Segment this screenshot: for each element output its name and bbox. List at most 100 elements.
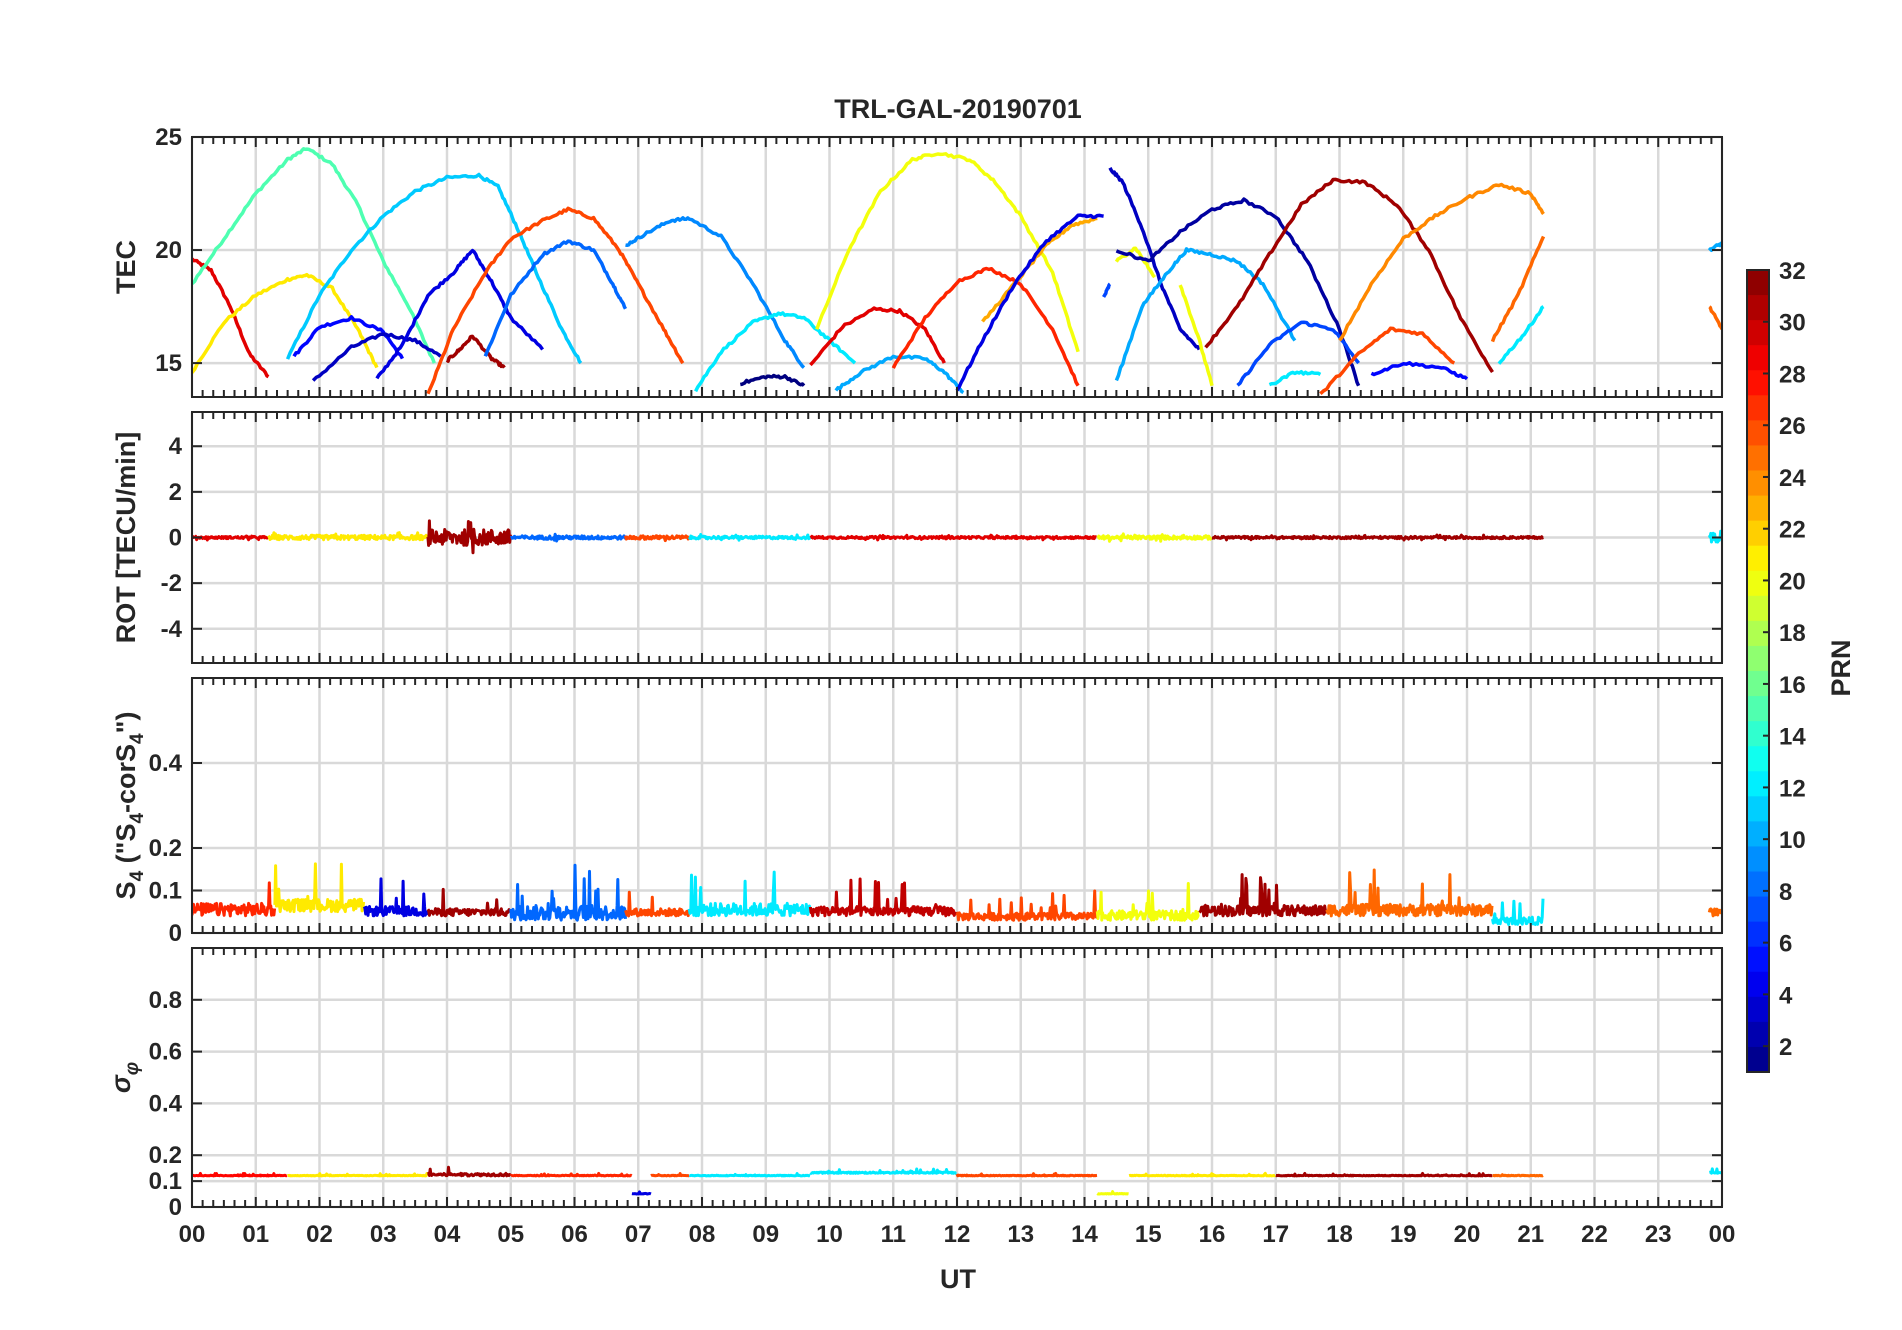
- chart-title: TRL-GAL-20190701: [834, 94, 1082, 124]
- colorbar-tick-label: 22: [1779, 517, 1806, 544]
- colorbar-swatch: [1747, 370, 1769, 396]
- series-line-prn-12: [687, 870, 812, 918]
- colorbar-tick-label: 26: [1779, 413, 1806, 440]
- colorbar-swatch: [1747, 971, 1769, 998]
- series-line-prn-12: [809, 1167, 958, 1175]
- series-line-prn-12: [1268, 369, 1322, 387]
- series-line-prn-4: [362, 877, 430, 918]
- series-line-prn-12: [688, 533, 812, 542]
- series-line-prn-25: [1491, 1173, 1544, 1178]
- x-tick-label: 07: [625, 1221, 652, 1248]
- colorbar-tick-label: 10: [1779, 827, 1806, 854]
- x-axis-label: UT: [940, 1264, 976, 1294]
- x-tick-label: 08: [689, 1221, 716, 1248]
- y-tick-label: 0: [169, 920, 182, 947]
- series-line-prn-20: [1096, 1190, 1130, 1196]
- colorbar-tick-label: 12: [1779, 775, 1806, 802]
- x-tick-label: 20: [1454, 1221, 1481, 1248]
- colorbar-swatch: [1747, 946, 1769, 973]
- series-line-prn-25: [1707, 907, 1722, 918]
- series-line-prn-27: [509, 1171, 633, 1178]
- series-line-prn-3: [311, 332, 442, 382]
- colorbar-swatch: [1747, 746, 1769, 772]
- series-line-prn-23: [981, 216, 1098, 323]
- colorbar-tick-label: 24: [1779, 465, 1806, 492]
- series-line-prn-29: [192, 534, 269, 542]
- series-line-prn-10: [1114, 247, 1297, 382]
- colorbar-tick-label: 16: [1779, 672, 1806, 699]
- colorbar-frame: [1746, 269, 1770, 1073]
- series-line-prn-20: [815, 152, 1080, 353]
- y-tick-label: 15: [155, 350, 182, 377]
- colorbar-swatch: [1747, 771, 1769, 797]
- x-tick-label: 13: [1007, 1221, 1034, 1248]
- series-line-prn-5: [1370, 361, 1469, 381]
- x-tick-label: 14: [1071, 1221, 1098, 1248]
- series-line-prn-26: [1319, 326, 1456, 395]
- colorbar-swatch: [1747, 595, 1769, 622]
- series-line-prn-31: [426, 1165, 512, 1178]
- colorbar-tick-label: 20: [1779, 568, 1806, 595]
- colorbar-swatch: [1747, 1021, 1769, 1048]
- series-line-prn-31: [1211, 533, 1544, 542]
- y-tick-label: 25: [155, 124, 182, 151]
- series-line-prn-12: [1708, 1167, 1722, 1175]
- colorbar-swatch: [1747, 821, 1769, 847]
- series-line-prn-26: [426, 206, 685, 395]
- colorbar-swatch: [1747, 270, 1769, 296]
- series-line-prn-28: [192, 1171, 288, 1178]
- colorbar-swatch: [1747, 520, 1769, 547]
- series-line-prn-20: [1095, 882, 1200, 922]
- series-line-prn-25: [1325, 868, 1494, 918]
- panel-1: 15 20 25 TEC: [111, 124, 1724, 398]
- colorbar-tick-label: 6: [1779, 931, 1792, 958]
- colorbar-tick-label: 18: [1779, 620, 1806, 647]
- series-group: [192, 1165, 1722, 1196]
- series-line-prn-10: [834, 354, 965, 395]
- x-tick-label: 04: [434, 1221, 461, 1248]
- x-tick-label: 09: [752, 1221, 779, 1248]
- y-tick-label: 4: [169, 433, 183, 460]
- x-tick-label: 19: [1390, 1221, 1417, 1248]
- colorbar-swatch: [1747, 495, 1769, 522]
- y-tick-label: 20: [155, 237, 182, 264]
- y-tick-label: -2: [161, 570, 182, 597]
- y-tick-label: 0.1: [149, 1168, 182, 1195]
- x-tick-label: 18: [1326, 1221, 1353, 1248]
- x-tick-label: 03: [370, 1221, 397, 1248]
- series-group: [192, 862, 1722, 926]
- series-group: [192, 519, 1722, 555]
- series-line-prn-31: [426, 519, 512, 555]
- series-line-prn-21: [273, 862, 366, 914]
- y-tick-label: -4: [161, 616, 183, 643]
- x-tick-label: 12: [944, 1221, 971, 1248]
- colorbar-swatch: [1747, 671, 1769, 697]
- y-tick-label: 0.6: [149, 1039, 182, 1066]
- colorbar-swatch: [1747, 996, 1769, 1023]
- series-line-prn-1: [739, 373, 806, 387]
- y-axis-label: ROT [TECU/min]: [111, 432, 141, 643]
- series-line-prn-20: [1178, 284, 1214, 387]
- series-line-prn-8: [509, 532, 627, 543]
- series-group: [192, 147, 1722, 395]
- series-line-prn-21: [286, 1172, 430, 1178]
- series-line-prn-15: [192, 147, 436, 364]
- series-line-prn-21: [267, 531, 429, 542]
- colorbar-swatch: [1747, 420, 1769, 446]
- x-tick-label: 16: [1199, 1221, 1226, 1248]
- colorbar-swatch: [1747, 395, 1769, 421]
- colorbar-swatch: [1747, 796, 1769, 822]
- colorbar-swatch: [1747, 620, 1769, 647]
- series-line-prn-11: [285, 172, 583, 365]
- series-line-prn-8: [483, 239, 628, 357]
- y-tick-label: 0.8: [149, 987, 182, 1014]
- colorbar-swatch: [1747, 445, 1769, 471]
- series-line-prn-25: [1708, 305, 1722, 330]
- series-line-prn-31: [1204, 177, 1494, 374]
- series-line-prn-12: [1707, 529, 1722, 544]
- colorbar-swatch: [1747, 545, 1769, 572]
- colorbar-tick-label: 4: [1779, 982, 1793, 1009]
- y-axis-label: TEC: [111, 240, 141, 294]
- colorbar-swatch: [1747, 345, 1769, 371]
